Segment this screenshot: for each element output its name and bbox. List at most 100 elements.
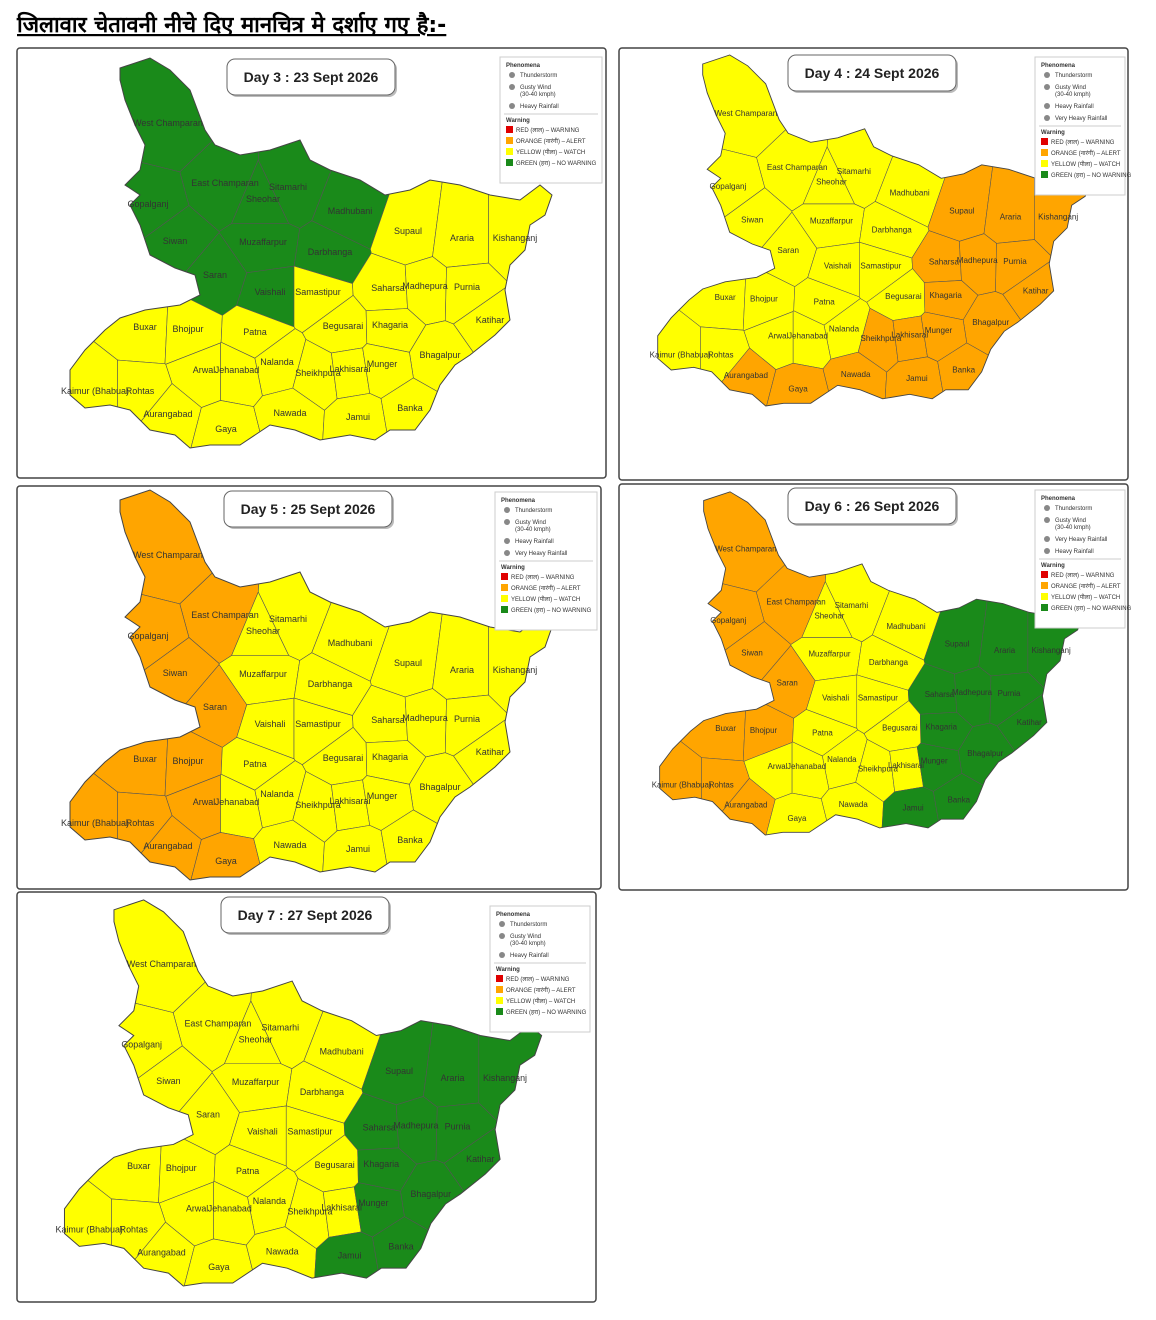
- district-label: Nalanda: [827, 755, 857, 764]
- district-label: Katihar: [1023, 287, 1049, 296]
- district-label: Purnia: [454, 282, 480, 292]
- district-label: Sheikhpura: [287, 1207, 332, 1217]
- district-label: Jehanabad: [215, 797, 260, 807]
- heading: जिलावार चेतावनी नीचे दिए मानचित्र मे दर्…: [16, 11, 446, 38]
- district-label: Munger: [367, 791, 398, 801]
- legend-item: GREEN (हरा) – NO WARNING: [511, 608, 592, 614]
- district-label: Munger: [358, 1198, 388, 1208]
- state-border: [657, 54, 1093, 407]
- district-label: Nalanda: [260, 357, 294, 367]
- district-label: Kishanganj: [1038, 213, 1078, 222]
- district-label: Buxar: [127, 1161, 150, 1171]
- legend-item: Very Heavy Rainfall: [1055, 116, 1107, 122]
- district-label: Samastipur: [287, 1127, 332, 1137]
- district-label: Madhubani: [886, 622, 925, 631]
- district-label: Siwan: [156, 1076, 180, 1086]
- district-label: Sitamarhi: [835, 601, 869, 610]
- district-label: Darbhanga: [308, 679, 353, 689]
- district-label: Vaishali: [822, 693, 849, 702]
- district-label: Muzaffarpur: [808, 649, 850, 658]
- legend-swatch: [1041, 593, 1048, 600]
- district-label: Saharsa: [371, 283, 405, 293]
- district-label: Bhojpur: [166, 1163, 197, 1173]
- legend-item: RED (लाल) – WARNING: [1051, 573, 1115, 579]
- panel: West Champaran East Champaran Sitamarhi She…: [618, 47, 1132, 481]
- district-label: Sitamarhi: [261, 1023, 299, 1033]
- legend-item: RED (लाल) – WARNING: [516, 128, 580, 134]
- legend-swatch: [501, 584, 508, 591]
- legend-item: GREEN (हरा) – NO WARNING: [506, 1010, 587, 1016]
- legend-item: Heavy Rainfall: [1055, 549, 1094, 555]
- legend-item: Gusty Wind: [510, 934, 541, 940]
- legend-swatch: [501, 573, 508, 580]
- district-label: Kishanganj: [483, 1073, 527, 1083]
- legend-icon: [504, 538, 510, 544]
- panel-title: Day 3 : 23 Sept 2026: [244, 69, 379, 85]
- district-label: Jamui: [906, 374, 928, 383]
- district-label: Lakhisarai: [888, 761, 924, 770]
- district-label: Munger: [925, 326, 953, 335]
- legend-item: GREEN (हरा) – NO WARNING: [516, 161, 597, 167]
- legend-icon: [509, 72, 515, 78]
- legend-icon: [1044, 103, 1050, 109]
- district-label: Supaul: [945, 640, 970, 649]
- district-label: Khagaria: [363, 1159, 399, 1169]
- district-label: Gaya: [787, 814, 806, 823]
- legend-item: YELLOW (पीला) – WATCH: [1051, 160, 1120, 168]
- legend-box: [499, 56, 603, 184]
- legend-icon: [504, 550, 510, 556]
- district-label: Araria: [994, 646, 1016, 655]
- district-label: Nalanda: [253, 1196, 286, 1206]
- district-label: Munger: [367, 359, 398, 369]
- legend-item: Thunderstorm: [1055, 73, 1092, 79]
- district-label: Darbhanga: [300, 1087, 344, 1097]
- district-label: Purnia: [445, 1122, 471, 1132]
- district-label: Khagaria: [925, 722, 957, 731]
- panel-title: Day 7 : 27 Sept 2026: [238, 907, 373, 923]
- district-label: Madhubani: [890, 188, 930, 197]
- district-label: Madhubani: [320, 1046, 364, 1056]
- legend-heading: Phenomena: [496, 912, 531, 918]
- district-label: Buxar: [715, 724, 736, 733]
- district-label: Nalanda: [260, 789, 294, 799]
- district-label: West Champaran: [714, 109, 777, 118]
- legend-swatch: [1041, 571, 1048, 578]
- legend-item: Heavy Rainfall: [510, 953, 549, 959]
- legend-heading: Phenomena: [506, 63, 541, 69]
- district-label: Samastipur: [295, 719, 341, 729]
- district-label: Banka: [388, 1241, 413, 1251]
- title-box: [220, 896, 390, 934]
- legend-item: ORANGE (नारंगी) – ALERT: [516, 137, 586, 145]
- district-label: Bhojpur: [172, 324, 203, 334]
- legend-swatch: [506, 126, 513, 133]
- panel-title: Day 6 : 26 Sept 2026: [805, 498, 940, 514]
- district-label: East Champaran: [191, 178, 259, 188]
- district-label: Nalanda: [829, 324, 860, 333]
- district-label: Purnia: [454, 714, 480, 724]
- district-label: Patna: [243, 327, 267, 337]
- district-label: Kaimur (Bhabua): [61, 818, 129, 828]
- district-label: Katihar: [476, 315, 505, 325]
- district-label: Araria: [450, 233, 474, 243]
- district-label: Kishanganj: [493, 665, 538, 675]
- legend-heading: Warning: [1041, 130, 1065, 136]
- district-label: Rohtas: [126, 818, 155, 828]
- district-label: Gopalganj: [710, 616, 746, 625]
- district-label: Siwan: [163, 668, 188, 678]
- legend-item: Gusty Wind: [520, 85, 551, 91]
- district-label: Banka: [397, 835, 423, 845]
- legend-note: (30-40 kmph): [510, 941, 546, 947]
- district-label: Sitamarhi: [837, 167, 871, 176]
- district-label: Saharsa: [925, 690, 955, 699]
- district-label: Khagaria: [372, 752, 408, 762]
- district-label: Madhepura: [402, 281, 448, 291]
- legend-item: ORANGE (नारंगी) – ALERT: [506, 986, 576, 994]
- district-label: Patna: [236, 1166, 259, 1176]
- legend-item: ORANGE (नारंगी) – ALERT: [511, 584, 581, 592]
- legend-note: (30-40 kmph): [1055, 92, 1091, 98]
- district-label: Saran: [203, 270, 227, 280]
- district-label: East Champaran: [191, 610, 259, 620]
- legend-swatch: [1041, 149, 1048, 156]
- district-label: West Champaran: [133, 118, 203, 128]
